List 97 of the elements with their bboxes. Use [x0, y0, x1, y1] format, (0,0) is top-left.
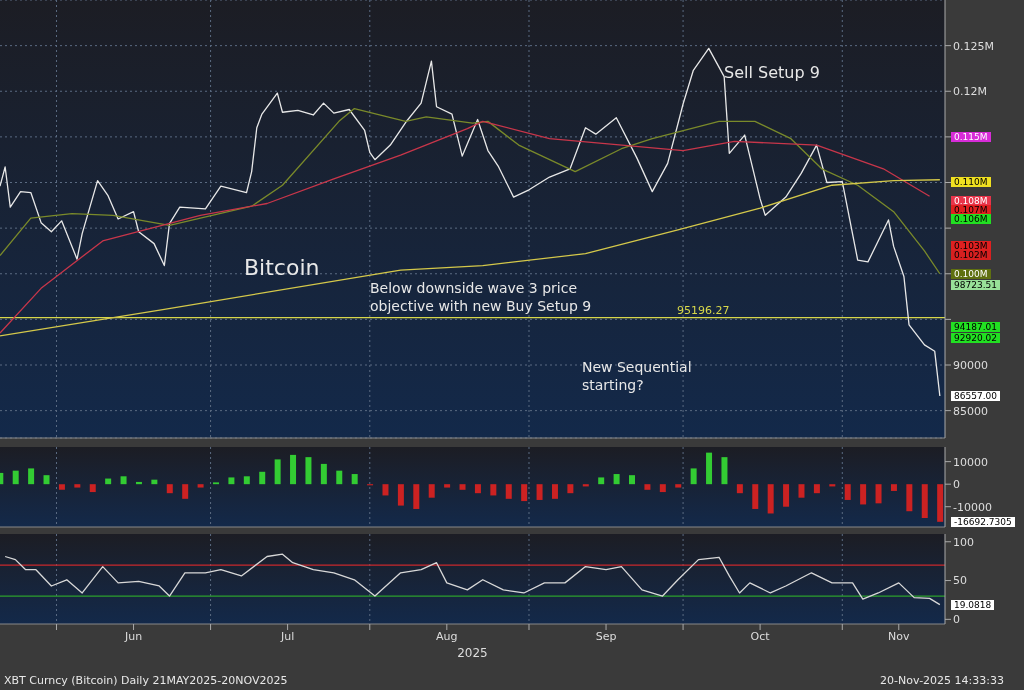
- bar: [474, 484, 481, 494]
- bar: [937, 484, 944, 522]
- bar: [259, 471, 266, 485]
- bar: [274, 459, 281, 485]
- line-series: [4, 553, 941, 606]
- bar: [551, 484, 558, 499]
- bar: [921, 484, 928, 518]
- bar: [706, 452, 713, 485]
- text: 0.115M: [951, 132, 991, 142]
- bar: [490, 484, 497, 496]
- bar: [228, 477, 235, 485]
- x-tick-label: Oct: [750, 629, 771, 643]
- y-tick-label: 0: [953, 613, 960, 627]
- bar: [875, 484, 882, 504]
- y-tick-label: -10000: [953, 500, 992, 514]
- text: 0.108M: [951, 196, 991, 206]
- text: 19.0818: [951, 600, 995, 610]
- bar: [659, 484, 666, 493]
- text: 0.102M: [951, 250, 991, 260]
- bar: [428, 484, 435, 498]
- bar: [89, 484, 96, 493]
- text: 86557.00: [951, 391, 1000, 401]
- bar: [783, 484, 790, 507]
- line-series: [0, 179, 941, 337]
- bar: [320, 463, 327, 485]
- x-axis-title: 2025: [456, 646, 489, 660]
- line-series: [0, 120, 931, 334]
- bar: [767, 484, 774, 514]
- bar: [736, 484, 743, 494]
- bar: [644, 484, 651, 490]
- bar: [43, 475, 50, 485]
- bar: [197, 484, 204, 488]
- x-tick-label: Jun: [123, 629, 143, 643]
- text: 0.103M: [951, 241, 991, 251]
- line-series: [0, 107, 941, 275]
- bar: [844, 484, 851, 500]
- bar: [182, 484, 189, 499]
- x-tick-label: Jul: [279, 629, 295, 643]
- x-tick-label: Aug: [436, 629, 458, 643]
- text: 0.106M: [951, 214, 991, 224]
- y-tick-label: 85000: [953, 404, 988, 418]
- y-tick-label: 0: [953, 478, 960, 492]
- text: 0.110M: [951, 177, 991, 187]
- text: 92920.02: [951, 333, 1000, 343]
- y-tick-label: 10000: [953, 455, 988, 469]
- text: XBT Curncy (Bitcoin) Daily 21MAY2025-20NOV2025: [4, 674, 289, 688]
- ref-line-label: 95196.27: [677, 303, 730, 317]
- bar: [243, 476, 250, 485]
- line-series: [0, 47, 941, 397]
- bar: [74, 484, 81, 488]
- text: 94187.01: [951, 322, 1000, 332]
- y-tick-label: 100: [953, 535, 974, 549]
- bar: [58, 484, 65, 490]
- bar: [28, 468, 35, 485]
- bar: [536, 484, 543, 500]
- bar: [598, 477, 605, 485]
- annotation: Bitcoin: [244, 254, 321, 282]
- bar: [397, 484, 404, 506]
- bar: [690, 468, 697, 485]
- bar: [613, 474, 620, 485]
- x-tick-label: Sep: [595, 629, 617, 643]
- bar: [444, 484, 451, 488]
- y-tick-label: 0.125M: [953, 39, 994, 53]
- bar: [120, 476, 127, 485]
- bar: [860, 484, 867, 505]
- bar: [890, 484, 897, 491]
- bar: [12, 470, 19, 485]
- annotation: New Sequential starting?: [582, 359, 693, 394]
- bar: [505, 484, 512, 499]
- bar: [813, 484, 820, 494]
- bar: [305, 457, 312, 485]
- annotation: Sell Setup 9: [724, 63, 821, 83]
- x-tick-label: Nov: [888, 629, 910, 643]
- text: 98723.51: [951, 280, 1000, 290]
- text: 20-Nov-2025 14:33:33: [880, 674, 1005, 688]
- bar: [798, 484, 805, 498]
- text: 0.100M: [951, 269, 991, 279]
- y-tick-label: 90000: [953, 358, 988, 372]
- text: -16692.7305: [951, 517, 1015, 527]
- y-tick-label: 50: [953, 574, 967, 588]
- bar: [629, 475, 636, 485]
- bar: [567, 484, 574, 494]
- bar: [382, 484, 389, 496]
- bar: [336, 470, 343, 485]
- text: 0.107M: [951, 205, 991, 215]
- bar: [752, 484, 759, 509]
- bar: [351, 474, 358, 485]
- bar: [675, 484, 682, 488]
- bar: [906, 484, 913, 512]
- bar: [521, 484, 528, 502]
- bar: [459, 484, 466, 490]
- annotation: Below downside wave 3 price objective with new Buy Setup 9: [370, 280, 593, 315]
- bar: [290, 454, 297, 485]
- bar: [413, 484, 420, 509]
- bar: [721, 457, 728, 485]
- bar: [166, 484, 173, 494]
- y-tick-label: 0.12M: [953, 85, 987, 99]
